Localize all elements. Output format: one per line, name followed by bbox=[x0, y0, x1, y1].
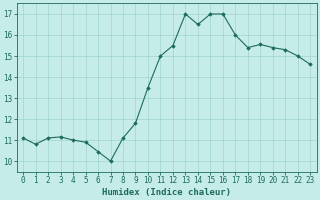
X-axis label: Humidex (Indice chaleur): Humidex (Indice chaleur) bbox=[102, 188, 231, 197]
